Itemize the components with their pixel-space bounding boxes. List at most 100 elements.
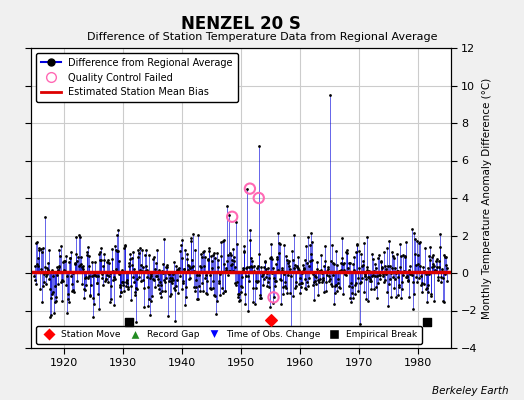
Point xyxy=(184,267,192,273)
Point xyxy=(269,294,278,300)
Point xyxy=(318,270,326,276)
Point xyxy=(78,281,86,287)
Point xyxy=(196,288,204,294)
Point xyxy=(188,256,196,263)
Point xyxy=(314,268,323,274)
Point xyxy=(439,298,447,304)
Point xyxy=(271,282,280,289)
Point xyxy=(363,234,371,240)
Point xyxy=(398,279,406,285)
Point xyxy=(321,258,330,264)
Point xyxy=(129,274,137,280)
Point xyxy=(73,258,81,264)
Point xyxy=(254,262,263,269)
Point xyxy=(272,278,281,284)
Point xyxy=(336,285,345,292)
Point xyxy=(142,262,150,269)
Point xyxy=(376,272,385,278)
Point xyxy=(404,278,412,284)
Point xyxy=(195,262,204,269)
Point xyxy=(252,277,260,284)
Point xyxy=(95,306,103,312)
Point xyxy=(170,286,179,293)
Point xyxy=(434,264,443,270)
Point xyxy=(291,262,299,268)
Point xyxy=(366,276,374,282)
Point xyxy=(332,248,340,254)
Point xyxy=(305,262,314,269)
Point xyxy=(103,272,111,278)
Point xyxy=(344,269,352,276)
Point xyxy=(370,261,379,268)
Point xyxy=(228,214,236,220)
Point xyxy=(323,264,332,270)
Point xyxy=(355,265,363,271)
Point xyxy=(435,231,444,237)
Point xyxy=(265,284,273,290)
Point xyxy=(215,280,224,286)
Point xyxy=(248,264,256,270)
Point xyxy=(359,288,368,295)
Point xyxy=(372,265,380,271)
Point xyxy=(169,285,178,292)
Point xyxy=(278,264,287,271)
Point xyxy=(135,250,144,256)
Point xyxy=(356,279,365,285)
Point xyxy=(276,241,284,247)
Point xyxy=(371,272,379,279)
Point xyxy=(308,256,316,263)
Point xyxy=(322,268,331,274)
Point xyxy=(379,249,388,256)
Point xyxy=(165,270,173,277)
Point xyxy=(291,279,300,285)
Point xyxy=(183,251,192,257)
Point xyxy=(406,263,414,270)
Point xyxy=(223,257,232,264)
Point xyxy=(429,252,438,258)
Point xyxy=(370,268,378,274)
Point xyxy=(341,271,350,277)
Point xyxy=(253,279,261,285)
Point xyxy=(339,291,347,297)
Point xyxy=(230,254,238,260)
Point xyxy=(316,268,324,274)
Point xyxy=(262,274,270,280)
Point xyxy=(185,265,194,272)
Point xyxy=(440,298,448,305)
Point xyxy=(394,292,402,298)
Point xyxy=(110,302,118,308)
Point xyxy=(409,306,418,312)
Point xyxy=(167,290,175,297)
Point xyxy=(106,270,114,276)
Point xyxy=(60,267,69,273)
Point xyxy=(285,263,293,269)
Point xyxy=(296,274,304,281)
Point xyxy=(223,203,231,209)
Point xyxy=(133,276,141,282)
Point xyxy=(263,270,271,276)
Point xyxy=(365,268,374,274)
Point xyxy=(436,279,445,286)
Point xyxy=(32,240,40,246)
Point xyxy=(304,282,312,289)
Point xyxy=(159,270,168,276)
Point xyxy=(389,285,398,292)
Point xyxy=(231,279,239,286)
Point xyxy=(88,259,96,266)
Point xyxy=(260,264,268,270)
Point xyxy=(354,248,363,254)
Point xyxy=(238,274,246,280)
Point xyxy=(394,274,402,280)
Point xyxy=(39,283,47,290)
Point xyxy=(264,265,272,272)
Point xyxy=(31,277,40,283)
Point xyxy=(220,260,228,267)
Point xyxy=(70,289,79,296)
Point xyxy=(230,258,238,264)
Point xyxy=(318,279,326,285)
Point xyxy=(148,293,157,299)
Point xyxy=(71,261,79,267)
Point xyxy=(362,296,370,302)
Point xyxy=(321,242,329,249)
Point xyxy=(410,230,419,236)
